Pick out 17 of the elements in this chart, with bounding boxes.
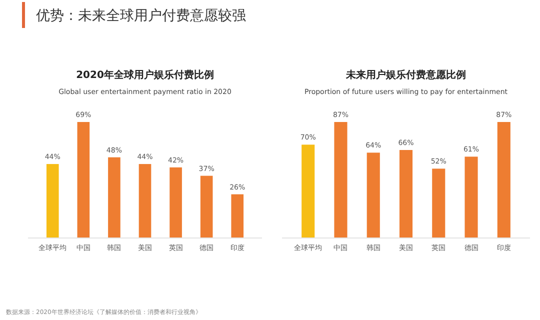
bar [399, 150, 413, 238]
bar [46, 164, 59, 238]
bar [432, 168, 446, 238]
bar [334, 122, 348, 238]
bar [108, 157, 120, 238]
chart-title: 2020年全球用户娱乐付费比例 [76, 69, 214, 81]
chart-title: 未来用户娱乐付费意愿比例 [345, 69, 466, 81]
bar [497, 122, 510, 238]
text: 优势：未来全球用户付费意愿较强 [36, 8, 246, 24]
bar [200, 176, 213, 238]
bar [366, 152, 380, 238]
bar [464, 156, 478, 238]
bar [302, 144, 315, 238]
bar [77, 122, 90, 238]
bar [170, 167, 182, 238]
bar [138, 164, 152, 238]
bar [231, 194, 244, 238]
